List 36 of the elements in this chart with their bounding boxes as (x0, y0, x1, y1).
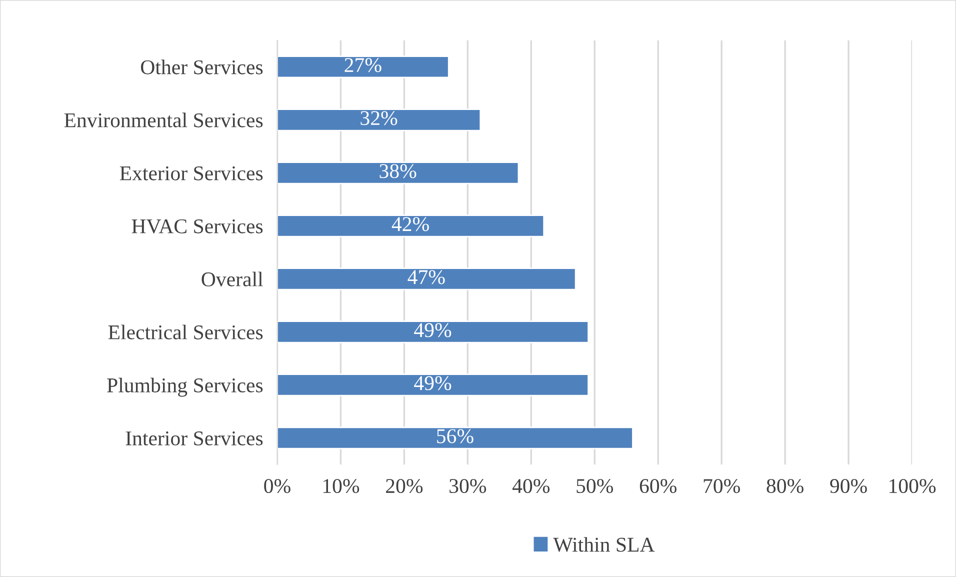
y-tick-label: Electrical Services (108, 324, 263, 340)
y-tick-label: HVAC Services (132, 219, 263, 234)
x-tick-label: 30% (450, 478, 486, 494)
data-label: 49% (414, 323, 452, 338)
x-tick-label: 100% (890, 478, 936, 494)
bar (277, 320, 589, 344)
bar (277, 426, 634, 450)
bar (277, 374, 589, 396)
x-tick-label: 90% (830, 478, 867, 494)
data-label: 56% (437, 429, 474, 444)
data-label: 27% (344, 58, 382, 72)
data-label: 47% (408, 270, 445, 284)
y-tick-label: Overall (202, 272, 263, 286)
data-label: 38% (380, 164, 416, 178)
x-tick-label: 40% (512, 478, 550, 494)
y-tick-label: Exterior Services (120, 166, 263, 180)
x-tick-label: 20% (386, 478, 423, 494)
y-tick-label: Other Services (140, 60, 263, 74)
legend-label: Within SLA (553, 537, 655, 552)
bar (277, 214, 545, 238)
bar (277, 162, 520, 184)
y-tick-label: Interior Services (126, 431, 263, 446)
x-tick-label: 80% (766, 478, 804, 494)
y-tick-label: Environmental Services (64, 112, 263, 128)
data-label: 32% (360, 111, 398, 126)
bar (277, 268, 576, 290)
x-tick-label: 10% (323, 478, 360, 494)
data-label: 42% (392, 217, 429, 232)
bar (277, 108, 482, 132)
x-tick-label: 0% (264, 478, 290, 494)
bar (277, 56, 450, 78)
x-tick-label: 50% (576, 478, 614, 494)
x-tick-label: 60% (640, 478, 676, 494)
x-tick-label: 70% (704, 478, 740, 494)
y-tick-label: Plumbing Services (107, 378, 263, 397)
data-label: 49% (414, 376, 452, 390)
